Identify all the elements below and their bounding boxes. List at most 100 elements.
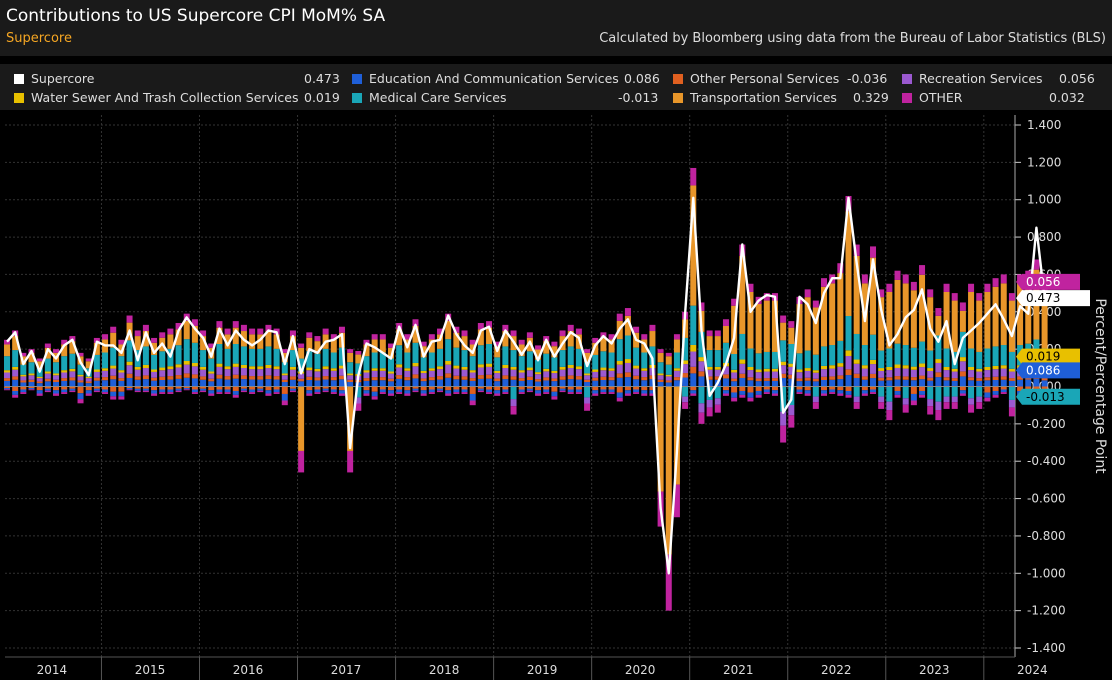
bar-segment-other_personal (894, 386, 901, 391)
bar-segment-recreation (927, 399, 934, 407)
bar-segment-education (910, 393, 917, 401)
bar-segment-education (85, 383, 92, 387)
bar-segment-education (85, 390, 92, 394)
bar-segment-recreation (510, 369, 517, 377)
bar-segment-other_personal (592, 386, 599, 391)
bar-segment-other (200, 390, 207, 393)
bar-segment-transportation (804, 297, 811, 351)
bar-segment-recreation (159, 370, 166, 377)
bar-segment-education (118, 380, 125, 387)
bar-segment-other (322, 328, 329, 335)
bar-segment-other_personal (12, 376, 19, 380)
bar-segment-education (437, 388, 444, 391)
bar-segment-other_personal (404, 377, 411, 381)
bar-segment-education (371, 391, 378, 397)
bar-segment-medical (878, 386, 885, 397)
bar-segment-other (265, 324, 272, 332)
bar-segment-education (780, 377, 787, 387)
bar-segment-other_personal (289, 376, 296, 380)
bar-segment-other (200, 330, 207, 337)
bar-segment-recreation (445, 364, 452, 374)
bar-segment-other_personal (396, 386, 403, 390)
bar-segment-other (984, 283, 991, 292)
bar-segment-education (151, 390, 158, 394)
bar-segment-water (821, 365, 827, 370)
bar-segment-other_personal (608, 377, 615, 381)
bar-segment-education (453, 379, 460, 387)
legend-item-water[interactable]: Water Sewer And Trash Collection Service… (14, 90, 340, 105)
bar-segment-other_personal (289, 386, 296, 389)
bar-segment-medical (559, 350, 566, 367)
bar-segment-transportation (1008, 300, 1015, 352)
bar-segment-other_personal (1041, 377, 1048, 381)
bar-segment-transportation (935, 315, 942, 336)
bar-segment-other_personal (461, 386, 468, 390)
legend-item-education[interactable]: Education And Communication Services 0.0… (352, 71, 660, 86)
bar-segment-other_personal (191, 386, 198, 390)
bar-segment-other (837, 393, 844, 396)
bar-segment-education (1000, 389, 1007, 393)
bar-segment-recreation (698, 361, 705, 372)
bar-segment-recreation (273, 369, 280, 377)
bar-segment-medical (281, 362, 288, 374)
bar-segment-education (396, 389, 403, 393)
bar-segment-other_personal (535, 379, 542, 382)
bar-segment-medical (428, 352, 435, 369)
bar-segment-medical (216, 344, 223, 364)
bar-segment-other (371, 396, 378, 400)
bar-segment-medical (159, 351, 166, 368)
bar-segment-education (191, 389, 198, 393)
bar-segment-transportation (289, 336, 296, 351)
bar-segment-other_personal (224, 386, 231, 390)
bar-segment-other_personal (608, 386, 615, 390)
bar-segment-other_personal (682, 373, 689, 378)
bar-segment-other_personal (200, 376, 207, 380)
bar-segment-other_personal (232, 386, 239, 391)
bar-segment-other (771, 393, 778, 396)
bar-segment-other (821, 393, 827, 396)
bar-segment-other_personal (445, 373, 452, 378)
bar-segment-transportation (812, 307, 819, 355)
bar-segment-other_personal (486, 374, 493, 379)
bar-segment-other (1008, 407, 1015, 417)
bar-segment-other (265, 393, 272, 396)
bar-segment-other_personal (20, 380, 27, 383)
bar-segment-education (1008, 380, 1015, 387)
bar-segment-other (453, 392, 460, 394)
legend-item-transportation[interactable]: Transportation Services 0.329 (673, 90, 889, 105)
bar-segment-transportation (543, 341, 550, 354)
bar-segment-recreation (706, 369, 713, 377)
bar-segment-water (61, 370, 68, 373)
x-year-label: 2016 (233, 663, 264, 677)
bar-segment-medical (763, 351, 770, 369)
bar-segment-water (338, 365, 345, 369)
bar-segment-water (976, 368, 983, 372)
legend-label: OTHER (919, 90, 963, 105)
legend-item-recreation[interactable]: Recreation Services 0.056 (902, 71, 1095, 86)
bar-segment-other_personal (1000, 386, 1007, 390)
bar-segment-education (870, 378, 877, 387)
bar-segment-recreation (93, 371, 100, 378)
bar-segment-education (796, 389, 803, 393)
bar-segment-other (298, 343, 305, 348)
bar-segment-recreation (927, 370, 934, 378)
bar-segment-recreation (616, 364, 623, 374)
bar-segment-education (428, 389, 435, 393)
bar-segment-water (559, 366, 566, 370)
legend-item-medical[interactable]: Medical Care Services -0.013 (352, 90, 658, 105)
bar-segment-other_personal (796, 386, 803, 390)
bar-segment-other (567, 324, 574, 332)
bar-segment-transportation (281, 352, 288, 363)
legend-label: Other Personal Services (690, 71, 840, 86)
bar-segment-other (363, 393, 370, 396)
legend-item-other[interactable]: OTHER 0.032 (902, 90, 1085, 105)
bar-segment-education (273, 389, 280, 393)
bar-segment-other_personal (306, 386, 313, 391)
bar-segment-transportation (657, 352, 664, 363)
legend-item-supercore[interactable]: Supercore 0.473 (14, 71, 340, 86)
bar-segment-other (747, 397, 754, 402)
legend-item-other-personal[interactable]: Other Personal Services -0.036 (673, 71, 887, 86)
bar-segment-other_personal (183, 386, 190, 388)
bar-segment-medical (445, 339, 452, 362)
bar-segment-education (984, 392, 991, 398)
